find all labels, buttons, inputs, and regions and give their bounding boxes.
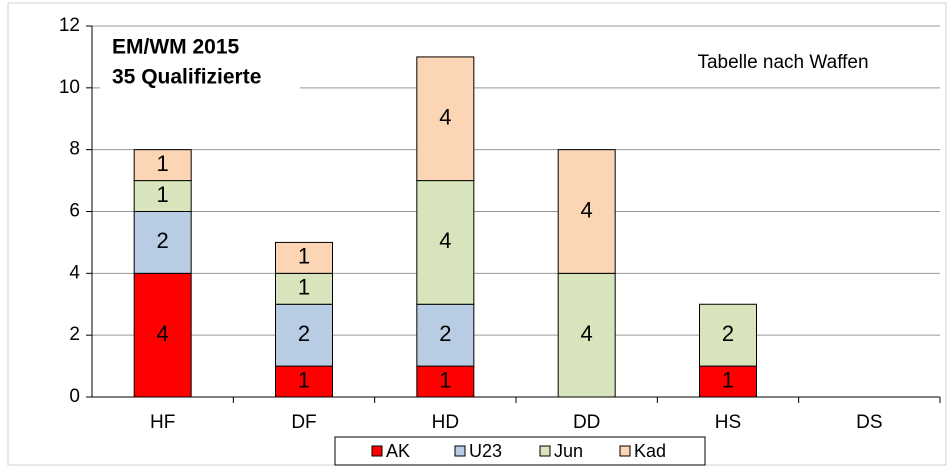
y-tick-label: 12 [59, 15, 80, 36]
bar-segment [133, 211, 192, 274]
bar-segment [133, 272, 192, 398]
bar-segment [133, 149, 192, 182]
legend [334, 436, 706, 466]
data-label: 2 [722, 321, 734, 346]
bar-segment [557, 272, 616, 398]
data-label: 1 [298, 244, 310, 269]
y-tick-label: 6 [69, 201, 80, 222]
annotation-box [668, 48, 898, 80]
data-label: 2 [439, 321, 451, 346]
data-label: 1 [439, 367, 451, 392]
legend-label: U23 [469, 441, 502, 461]
x-tick-label: DS [856, 412, 882, 433]
x-tick-label: DD [573, 412, 600, 433]
bar-segment [416, 365, 475, 398]
y-tick-label: 0 [69, 386, 80, 407]
bar-segment [557, 149, 616, 274]
x-tick-label: HS [715, 412, 741, 433]
data-label: 1 [157, 151, 169, 176]
x-tick-label: DF [291, 412, 316, 433]
bar-segment [275, 241, 333, 274]
data-label: 2 [157, 228, 169, 253]
y-tick-label: 4 [69, 262, 80, 283]
legend-swatch [454, 445, 466, 457]
annotation: Tabelle nach Waffen [697, 52, 868, 73]
data-label: 1 [722, 367, 734, 392]
bar-segment [416, 180, 475, 305]
data-label: 1 [157, 182, 169, 207]
bar-segment [699, 303, 757, 367]
chart-title: EM/WM 2015 [112, 36, 240, 59]
legend-label: Jun [554, 441, 583, 461]
x-tick-label: HD [432, 412, 459, 433]
data-label: 4 [439, 228, 451, 253]
legend-label: Kad [634, 441, 666, 461]
data-label: 2 [298, 321, 310, 346]
data-label: 4 [439, 105, 451, 130]
legend-swatch [539, 445, 551, 457]
data-label: 1 [298, 367, 310, 392]
bar-segment [275, 303, 333, 367]
x-tick-label: HF [150, 412, 175, 433]
y-tick-label: 8 [69, 139, 80, 160]
bar-segment [275, 272, 333, 305]
data-label: 4 [581, 197, 593, 222]
legend-label: AK [386, 441, 410, 461]
data-label: 1 [298, 275, 310, 300]
legend-swatch [619, 445, 631, 457]
y-tick-label: 2 [69, 324, 80, 345]
y-tick-label: 10 [59, 77, 80, 98]
title-box [100, 32, 300, 94]
data-label: 4 [157, 321, 169, 346]
bar-segment [275, 365, 333, 398]
chart-title: 35 Qualifizierte [112, 66, 261, 89]
data-label: 4 [581, 321, 593, 346]
bar-segment [416, 56, 475, 182]
legend-swatch [371, 445, 383, 457]
